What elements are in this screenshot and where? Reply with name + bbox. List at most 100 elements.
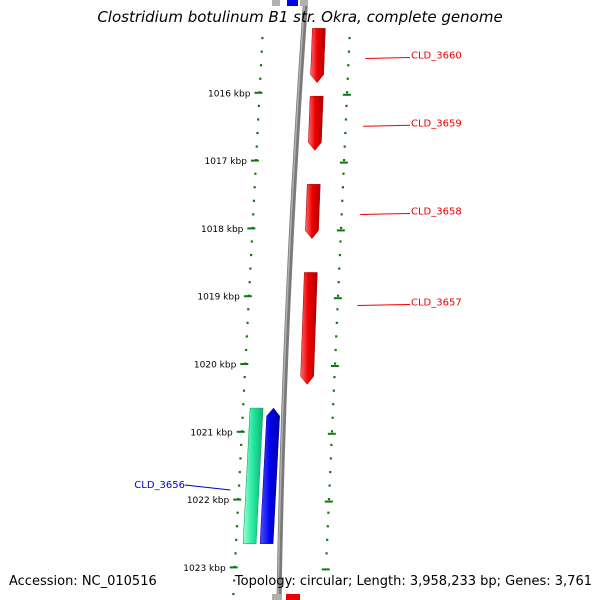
minor-tick-right [340, 213, 343, 216]
genome-backbone-highlight [277, 0, 306, 600]
minor-tick-left [235, 525, 239, 528]
minor-tick-right [339, 240, 342, 243]
gene-label-cld-3660[interactable]: CLD_3660 [411, 51, 462, 62]
minor-tick-right [329, 470, 332, 474]
minor-tick-right [326, 538, 329, 541]
minor-tick-right [336, 308, 339, 311]
minor-tick-right [325, 552, 328, 555]
minor-tick-left [260, 50, 263, 53]
upstream-feature-gray-right [300, 0, 308, 6]
minor-tick-right [345, 104, 348, 107]
minor-tick-left [254, 172, 257, 175]
minor-tick-left [255, 145, 258, 148]
minor-tick-right [336, 294, 340, 297]
minor-tick-left [250, 240, 253, 243]
minor-tick-left [259, 77, 262, 80]
page-title: Clostridium botulinum B1 str. Okra, comp… [97, 8, 503, 26]
minor-tick-left [246, 321, 249, 324]
gene-label-leader [184, 484, 231, 491]
topology-label: Topology: circular; Length: 3,958,233 bp… [234, 574, 592, 589]
gene-cld-3658-arrow[interactable] [305, 184, 321, 239]
minor-tick-left [241, 416, 244, 419]
gene-label-cld-3657[interactable]: CLD_3657 [411, 297, 462, 308]
minor-tick-left [245, 335, 248, 338]
gene-label-cld-3659[interactable]: CLD_3659 [411, 118, 462, 129]
gene-label-leader [365, 57, 411, 60]
minor-tick-right [342, 172, 345, 175]
minor-tick-right [330, 430, 334, 433]
minor-tick-right [335, 321, 338, 324]
scale-tick-label: 1021 kbp [190, 428, 233, 438]
minor-tick-right [343, 145, 346, 148]
scale-tick-label: 1023 kbp [183, 564, 226, 574]
minor-tick-left [253, 186, 256, 189]
minor-tick-right [328, 484, 331, 487]
minor-tick-right [347, 50, 351, 53]
minor-tick-left [232, 592, 235, 596]
minor-tick-right [326, 525, 329, 528]
minor-tick-right [346, 77, 349, 80]
scale-tick-label: 1017 kbp [205, 157, 248, 167]
accession-label: Accession: NC_010516 [9, 574, 157, 589]
scale-tick-label: 1020 kbp [194, 361, 237, 371]
minor-tick-right [333, 376, 336, 379]
minor-tick-left [238, 470, 241, 474]
scale-track: 1016 kbp 1017 kbp 1018 kbp 1019 kbp 1020 kbp… [183, 37, 351, 596]
minor-tick-left [257, 104, 260, 107]
minor-tick-right [330, 443, 333, 446]
minor-tick-left [248, 281, 251, 284]
minor-tick-left [242, 389, 246, 392]
genome-backbone [276, 0, 309, 600]
backbone-layer [276, 0, 309, 600]
minor-tick-left [243, 376, 246, 379]
minor-tick-left [233, 579, 236, 582]
scale-tick-label: 1019 kbp [197, 293, 240, 303]
minor-tick-left [235, 538, 238, 541]
scale-tick-label: 1022 kbp [187, 496, 230, 506]
upstream-feature-gray [272, 0, 280, 6]
minor-tick-left [237, 484, 241, 487]
minor-tick-left [256, 131, 259, 135]
minor-tick-right [329, 457, 332, 460]
minor-tick-left [236, 511, 239, 514]
gene-cld-3660-arrow[interactable] [310, 28, 326, 84]
gene-label-cld-3656[interactable]: CLD_3656 [134, 480, 185, 491]
upstream-feature-blue [287, 0, 298, 6]
minor-tick-left [240, 443, 243, 446]
gene-label-leader [357, 303, 411, 306]
minor-tick-right [332, 403, 335, 406]
minor-tick-left [259, 64, 263, 67]
minor-tick-left [261, 37, 264, 40]
gene-cld-3657-arrow[interactable] [300, 272, 318, 385]
scale-tick-label: 1018 kbp [201, 225, 244, 235]
minor-tick-right [341, 199, 344, 202]
minor-tick-right [341, 186, 344, 189]
minor-tick-left [239, 457, 242, 460]
minor-tick-left [245, 348, 248, 352]
minor-tick-left [252, 199, 256, 202]
gene-cld-3656-arrow[interactable] [259, 407, 280, 544]
minor-tick-right [339, 226, 343, 230]
minor-tick-right [327, 511, 330, 514]
minor-tick-right [334, 348, 337, 352]
minor-tick-left [242, 403, 245, 406]
minor-tick-right [335, 335, 338, 338]
gene-label-cld-3658[interactable]: CLD_3658 [411, 206, 462, 217]
minor-tick-right [338, 253, 341, 257]
minor-tick-left [252, 213, 255, 216]
gene-layer: CLD_3660 CLD_3659 CLD_3658 CLD_3657 CLD_3656 [134, 28, 462, 544]
minor-tick-right [347, 64, 350, 67]
minor-tick-right [337, 281, 340, 284]
gene-cld-3656-cds-bar[interactable] [242, 407, 264, 544]
downstream-feature-red [286, 594, 300, 600]
minor-tick-right [333, 362, 337, 365]
minor-tick-right [344, 131, 347, 135]
minor-tick-left [257, 118, 260, 121]
minor-tick-right [342, 159, 346, 162]
gene-cld-3659-arrow[interactable] [308, 95, 324, 151]
minor-tick-right [346, 91, 349, 94]
scale-tick-label: 1016 kbp [208, 89, 251, 99]
minor-tick-left [249, 253, 253, 257]
minor-tick-left [249, 267, 252, 270]
